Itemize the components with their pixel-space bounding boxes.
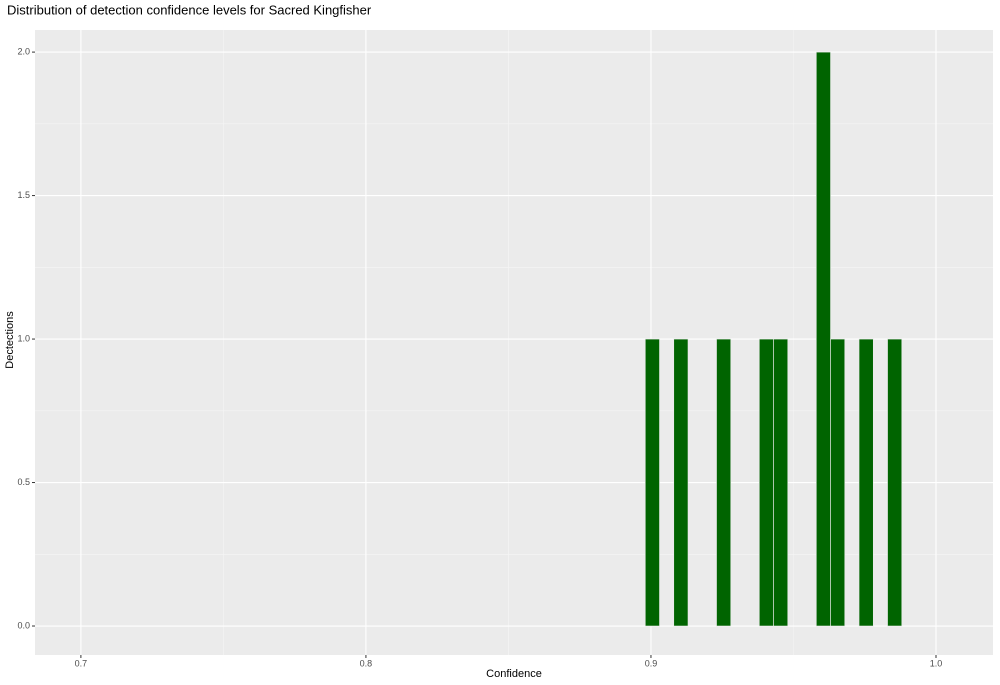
y-axis-label: Dectections [4,311,16,369]
bar [858,338,874,627]
x-tick-label: 0.8 [360,658,373,668]
bars [644,51,903,627]
bar [716,338,732,627]
y-tick-label: 1.5 [17,190,30,200]
y-tick-label: 2.0 [17,46,30,56]
x-tick-label: 0.9 [645,658,658,668]
bar [644,338,660,627]
x-tick-label: 0.7 [75,658,88,668]
bar [830,338,846,627]
bar [815,51,831,627]
bar [773,338,789,627]
chart-title: Distribution of detection confidence lev… [7,2,372,17]
y-tick-label: 0.5 [17,477,30,487]
bar [758,338,774,627]
x-axis-label: Confidence [486,668,542,680]
x-tick-label: 1.0 [930,658,943,668]
y-tick-label: 1.0 [17,333,30,343]
y-tick-label: 0.0 [17,620,30,630]
bar [673,338,689,627]
bar [887,338,903,627]
